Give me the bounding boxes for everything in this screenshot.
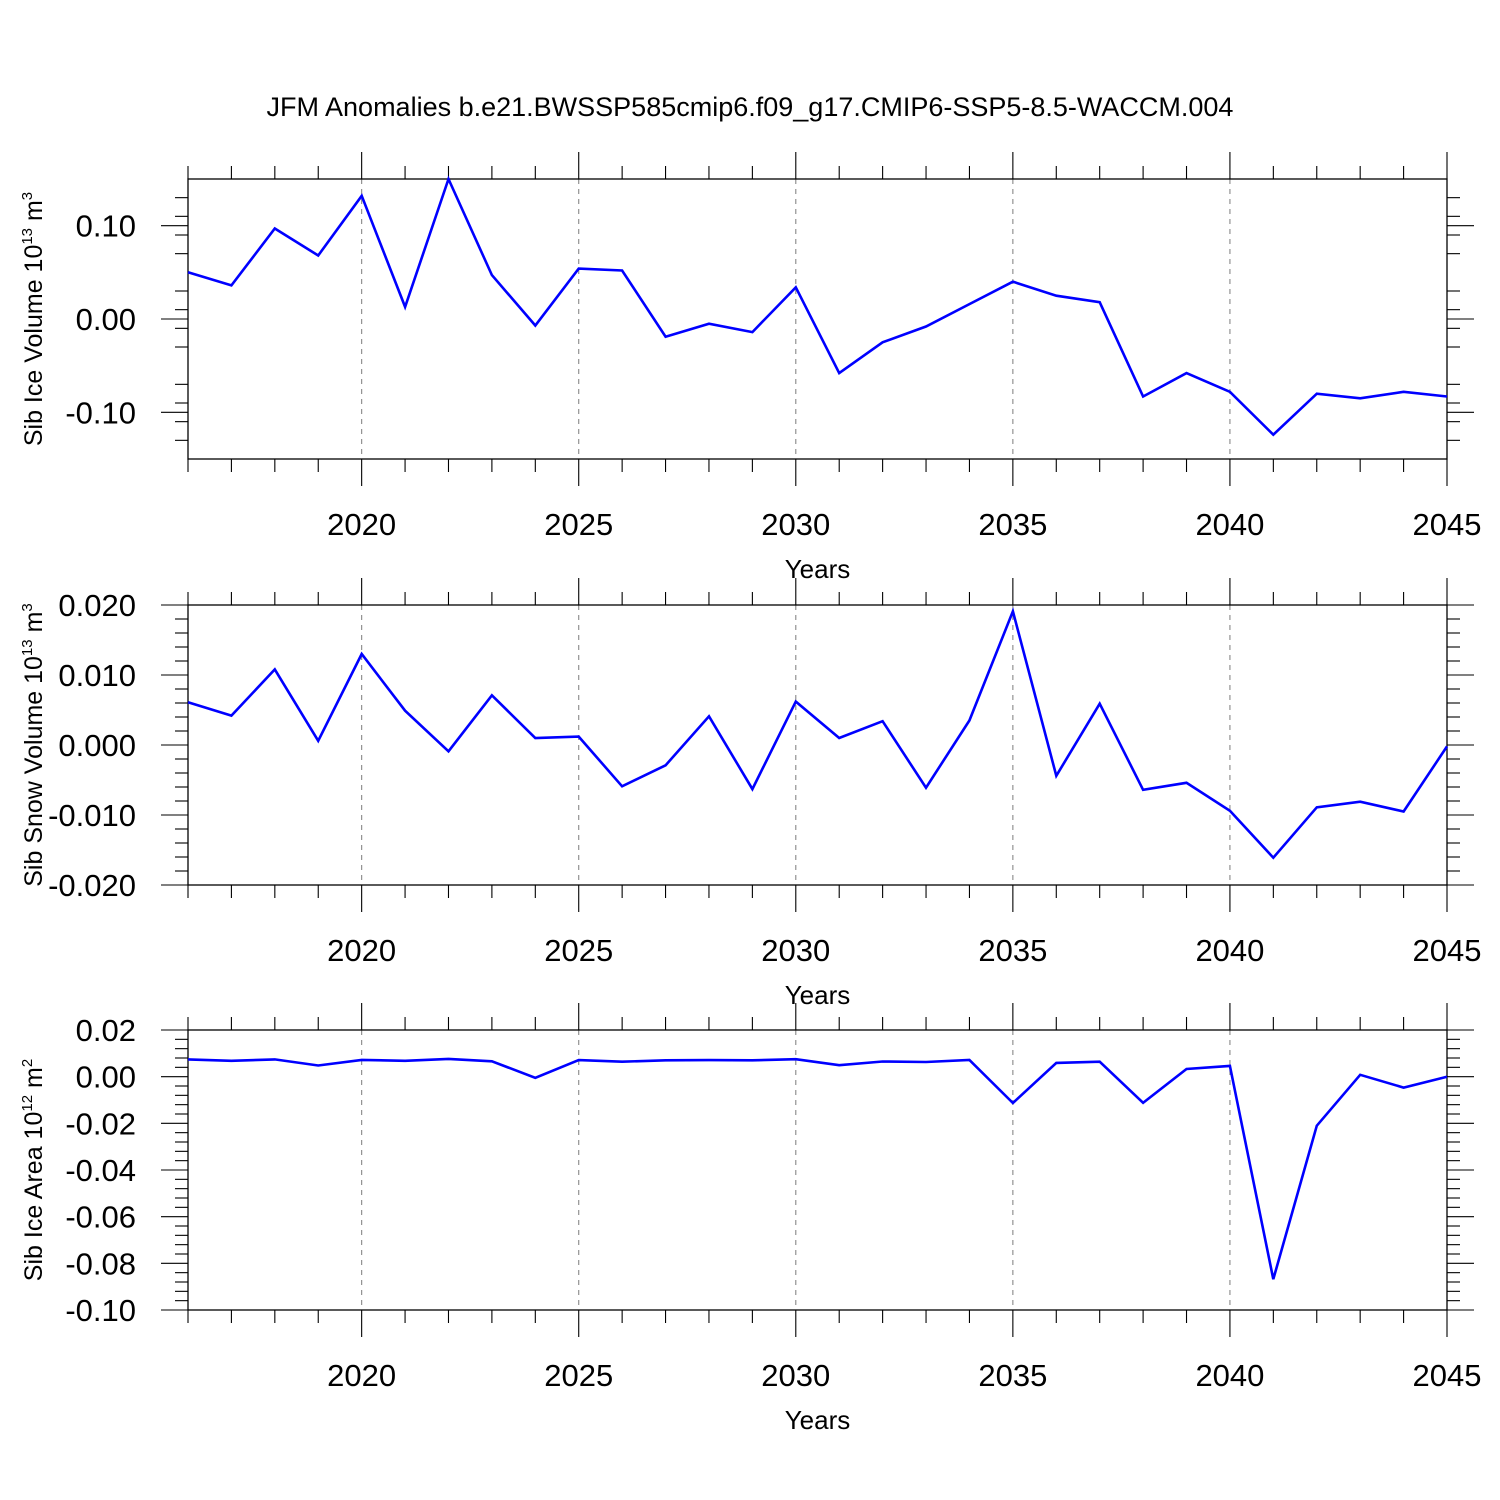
- x-tick-label-2040: 2040: [1195, 507, 1264, 542]
- y-axis-title: Sib Ice Area 1012 m2: [19, 1059, 48, 1281]
- data-line: [187, 175, 1448, 437]
- y-tick-label-0.00: 0.00: [76, 302, 136, 337]
- figure-title: JFM Anomalies b.e21.BWSSP585cmip6.f09_g1…: [267, 92, 1234, 122]
- y-tick-label--0.04: -0.04: [65, 1153, 136, 1188]
- y-axis-title: Sib Ice Volume 1013 m3: [19, 192, 48, 446]
- x-axis-title: Years: [785, 554, 851, 584]
- y-axis-title: Sib Snow Volume 1013 m3: [19, 603, 48, 887]
- data-line: [187, 607, 1449, 860]
- y-tick-label-0.010: 0.010: [58, 658, 136, 693]
- y-tick-label--0.06: -0.06: [65, 1200, 136, 1235]
- y-tick-label--0.10: -0.10: [65, 1293, 136, 1328]
- x-tick-label-2045: 2045: [1413, 933, 1482, 968]
- y-tick-label--0.08: -0.08: [65, 1246, 136, 1281]
- x-tick-label-2040: 2040: [1195, 1358, 1264, 1393]
- x-axis-title: Years: [785, 980, 851, 1010]
- y-tick-label-0.00: 0.00: [76, 1060, 136, 1095]
- x-tick-label-2020: 2020: [327, 507, 396, 542]
- y-tick-label-0.000: 0.000: [58, 728, 136, 763]
- x-tick-label-2030: 2030: [761, 507, 830, 542]
- x-tick-label-2040: 2040: [1195, 933, 1264, 968]
- y-tick-label-0.02: 0.02: [76, 1013, 136, 1048]
- y-tick-label--0.02: -0.02: [65, 1106, 136, 1141]
- x-tick-label-2035: 2035: [978, 507, 1047, 542]
- x-tick-label-2020: 2020: [327, 1358, 396, 1393]
- x-tick-label-2035: 2035: [978, 1358, 1047, 1393]
- x-tick-label-2030: 2030: [761, 1358, 830, 1393]
- x-tick-label-2030: 2030: [761, 933, 830, 968]
- x-tick-label-2035: 2035: [978, 933, 1047, 968]
- x-tick-label-2020: 2020: [327, 933, 396, 968]
- panel-2: 2020 2025 2030 2035 2040 2045 Years -0.020 -0.01…: [19, 578, 1481, 1010]
- x-axis-title: Years: [785, 1405, 851, 1435]
- y-tick-label--0.010: -0.010: [48, 798, 136, 833]
- x-tick-label-2025: 2025: [544, 933, 613, 968]
- panel-1: 2020 2025 2030 2035 2040 2045 Years -0.10 0.00 0.…: [19, 152, 1481, 584]
- x-tick-label-2045: 2045: [1413, 507, 1482, 542]
- panels-group: 2020 2025 2030 2035 2040 2045 Years -0.10 0.00 0.…: [19, 152, 1481, 1435]
- plot-frame: [187, 1029, 1448, 1311]
- panel-3: 2020 2025 2030 2035 2040 2045 Years -0.10 -0.08 -…: [19, 1003, 1481, 1435]
- y-tick-label-0.020: 0.020: [58, 588, 136, 623]
- data-line: [187, 1057, 1448, 1280]
- y-tick-label--0.10: -0.10: [65, 395, 136, 430]
- x-tick-label-2045: 2045: [1413, 1358, 1482, 1393]
- x-tick-label-2025: 2025: [544, 507, 613, 542]
- x-tick-label-2025: 2025: [544, 1358, 613, 1393]
- y-tick-label-0.10: 0.10: [76, 209, 136, 244]
- y-tick-label--0.020: -0.020: [48, 868, 136, 903]
- plot-frame: [187, 178, 1448, 460]
